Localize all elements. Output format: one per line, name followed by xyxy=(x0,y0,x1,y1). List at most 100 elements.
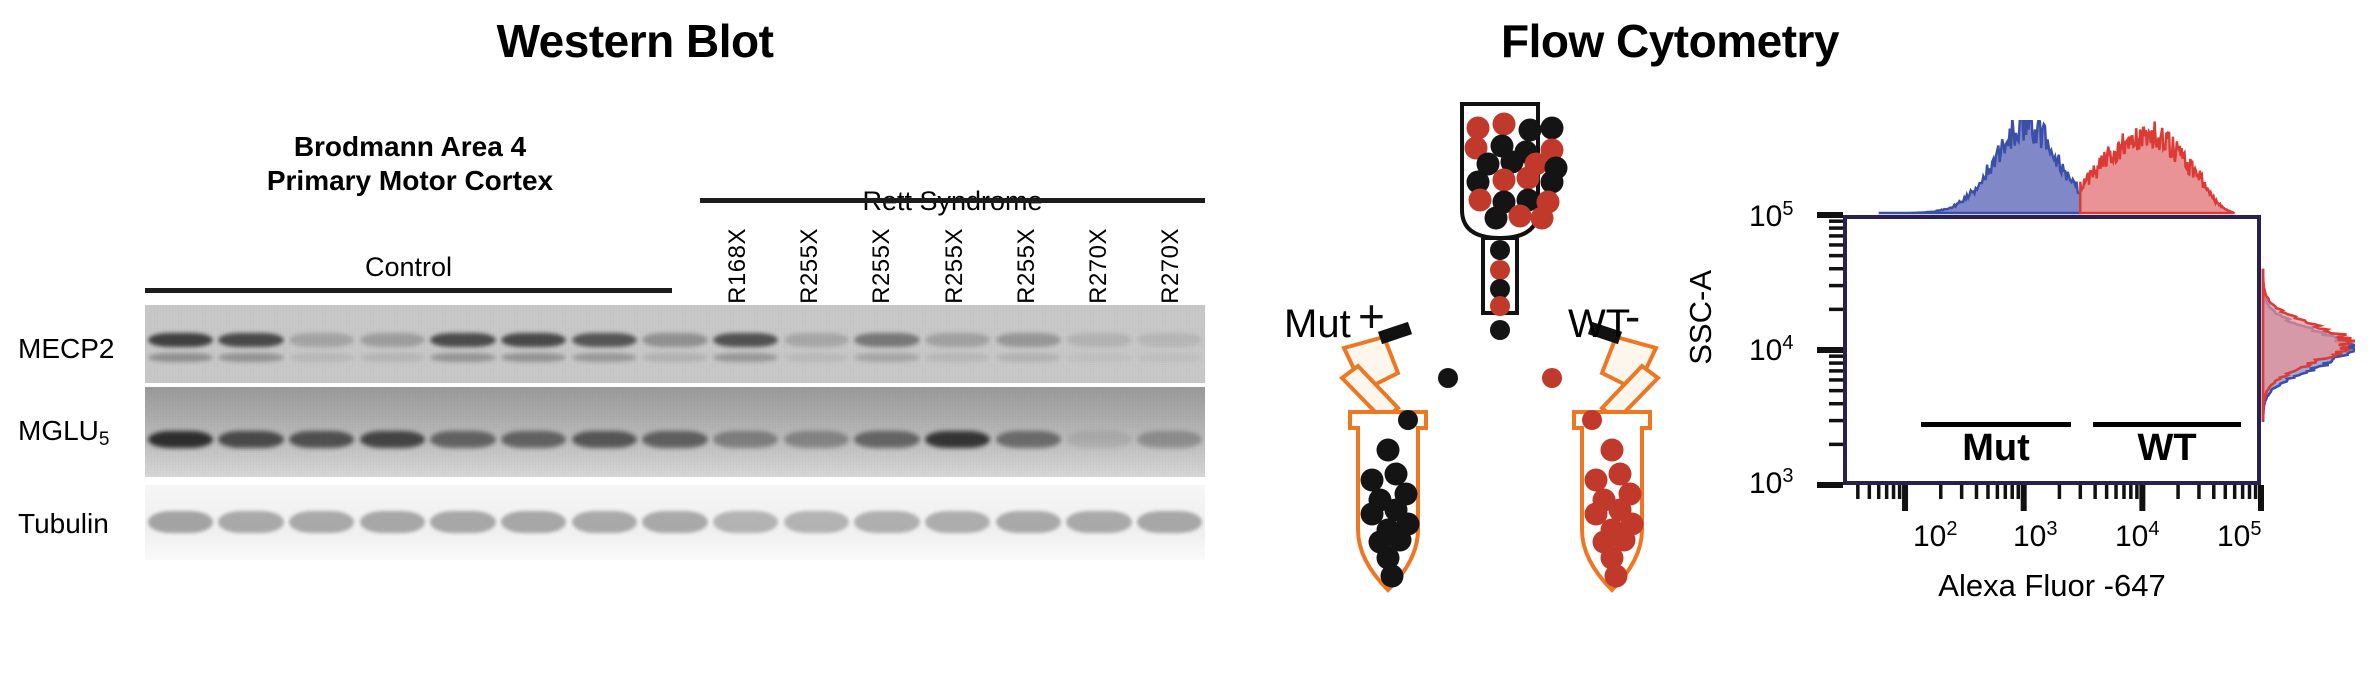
blot-strip-mglu5 xyxy=(145,387,1205,477)
blot-band-secondary xyxy=(783,353,849,362)
y-axis-label: SSC-A xyxy=(1683,270,1718,365)
cell-dot xyxy=(1540,138,1564,162)
lane-label-5: R255X xyxy=(1012,228,1040,304)
flow-scatter-plot: SSC-A Alexa Fluor -647 105 104 103 102 1… xyxy=(1683,107,2361,640)
blot-band-secondary xyxy=(289,353,355,362)
lane-label-7: R270X xyxy=(1156,228,1184,304)
blot-band xyxy=(925,511,991,533)
cell-dot xyxy=(1540,170,1564,194)
blot-band xyxy=(501,431,567,448)
blot-lane xyxy=(1063,387,1137,477)
blot-band-secondary xyxy=(501,353,567,362)
blot-lane xyxy=(427,485,499,560)
rett-lane-label-row: R168X R255X R255X R255X R255X R270X R270X xyxy=(700,196,1220,306)
blot-band xyxy=(1137,333,1203,347)
blot-lane xyxy=(1063,305,1135,383)
x-tick-1e4: 104 xyxy=(2115,518,2160,553)
cell-dot xyxy=(1530,206,1554,230)
cell-dot xyxy=(1438,368,1458,388)
blot-band xyxy=(713,333,779,347)
wt-deflected-droplets xyxy=(1542,368,1602,430)
cell-dot xyxy=(1492,168,1516,192)
blot-band xyxy=(430,431,496,448)
blot-lane xyxy=(286,305,357,383)
blot-band xyxy=(571,511,637,533)
blot-band xyxy=(571,333,637,347)
blot-lane xyxy=(851,305,923,383)
blot-band xyxy=(783,333,849,347)
cell-dot xyxy=(1490,279,1510,299)
blot-strip-tubulin xyxy=(145,485,1205,560)
right-hist-wt xyxy=(2261,268,2357,421)
rett-group-bar xyxy=(700,198,1205,203)
lane-label-1: R168X xyxy=(724,228,752,304)
blot-lane xyxy=(851,485,923,560)
blot-band xyxy=(854,431,920,448)
cell-dot xyxy=(1500,150,1524,174)
blot-band xyxy=(359,511,425,533)
blot-lane xyxy=(781,305,852,383)
blot-lane xyxy=(215,305,287,383)
blot-band xyxy=(642,431,708,448)
brain-region-line-2: Primary Motor Cortex xyxy=(266,165,554,197)
blot-lane xyxy=(357,305,428,383)
blot-band xyxy=(501,333,567,347)
x-tick-1e5: 105 xyxy=(2217,518,2262,553)
lane-label-4: R255X xyxy=(940,228,968,304)
axis-tick-marks xyxy=(1817,212,2264,511)
cell-dot xyxy=(1468,188,1492,212)
row-label-mglu5: MGLU5 xyxy=(18,415,109,451)
blot-band xyxy=(1137,431,1203,448)
blot-band-secondary xyxy=(1137,353,1203,362)
cell-dot xyxy=(1584,468,1608,492)
cell-dot xyxy=(1582,410,1602,430)
blot-lane xyxy=(993,485,1064,560)
x-tick-1e2: 102 xyxy=(1913,518,1958,553)
flow-cytometry-panel: Flow Cytometry + - xyxy=(1270,0,2376,688)
blot-band xyxy=(713,431,779,448)
blot-band xyxy=(925,333,991,347)
cell-dot xyxy=(1492,112,1516,136)
row-label-tubulin: Tubulin xyxy=(18,508,109,539)
blot-band xyxy=(571,431,637,448)
row-label-mecp2: MECP2 xyxy=(18,333,115,364)
blot-lane xyxy=(215,485,287,560)
y-tick-1e4: 104 xyxy=(1749,332,1794,367)
blot-lane xyxy=(215,387,289,477)
blot-band xyxy=(854,333,920,347)
blot-band xyxy=(218,431,284,448)
blot-lane xyxy=(710,387,783,477)
blot-band xyxy=(995,511,1061,533)
cell-dot xyxy=(1508,204,1532,228)
blot-band-secondary xyxy=(1066,353,1132,362)
blot-lane xyxy=(922,305,993,383)
cell-dot xyxy=(1604,564,1628,588)
facs-sorter-schematic: + - Mut WT xyxy=(1280,90,1720,650)
blot-band-secondary xyxy=(642,353,708,362)
blot-band xyxy=(147,511,213,533)
blot-band-secondary xyxy=(147,353,213,362)
blot-band xyxy=(854,511,920,533)
blot-band-secondary xyxy=(571,353,637,362)
mut-tube-cell-group xyxy=(1360,438,1420,588)
gate-wt-label: WT xyxy=(2137,427,2197,469)
cell-dot xyxy=(1376,546,1400,570)
cell-dot xyxy=(1476,152,1500,176)
plate-sign-negative: - xyxy=(1625,290,1640,342)
row-label-mglu5-text: MGLU xyxy=(18,415,99,446)
wt-tube-cell-group xyxy=(1584,438,1644,588)
facs-schematic-svg: + - xyxy=(1338,102,1662,593)
cell-dot xyxy=(1490,260,1510,280)
brain-region-line-1: Brodmann Area 4 xyxy=(293,131,527,162)
blot-band xyxy=(147,333,213,347)
blot-band-secondary xyxy=(995,353,1061,362)
y-tick-1e5: 105 xyxy=(1749,198,1794,233)
blot-lane xyxy=(498,387,571,477)
blot-lane xyxy=(922,387,995,477)
blot-lane xyxy=(145,387,218,477)
blot-band xyxy=(501,511,567,533)
blot-band-secondary xyxy=(430,353,496,362)
western-blot-panel: Western Blot Brodmann Area 4 Primary Mot… xyxy=(18,15,1220,560)
western-blot-title: Western Blot xyxy=(496,15,774,67)
cell-dot xyxy=(1398,410,1418,430)
